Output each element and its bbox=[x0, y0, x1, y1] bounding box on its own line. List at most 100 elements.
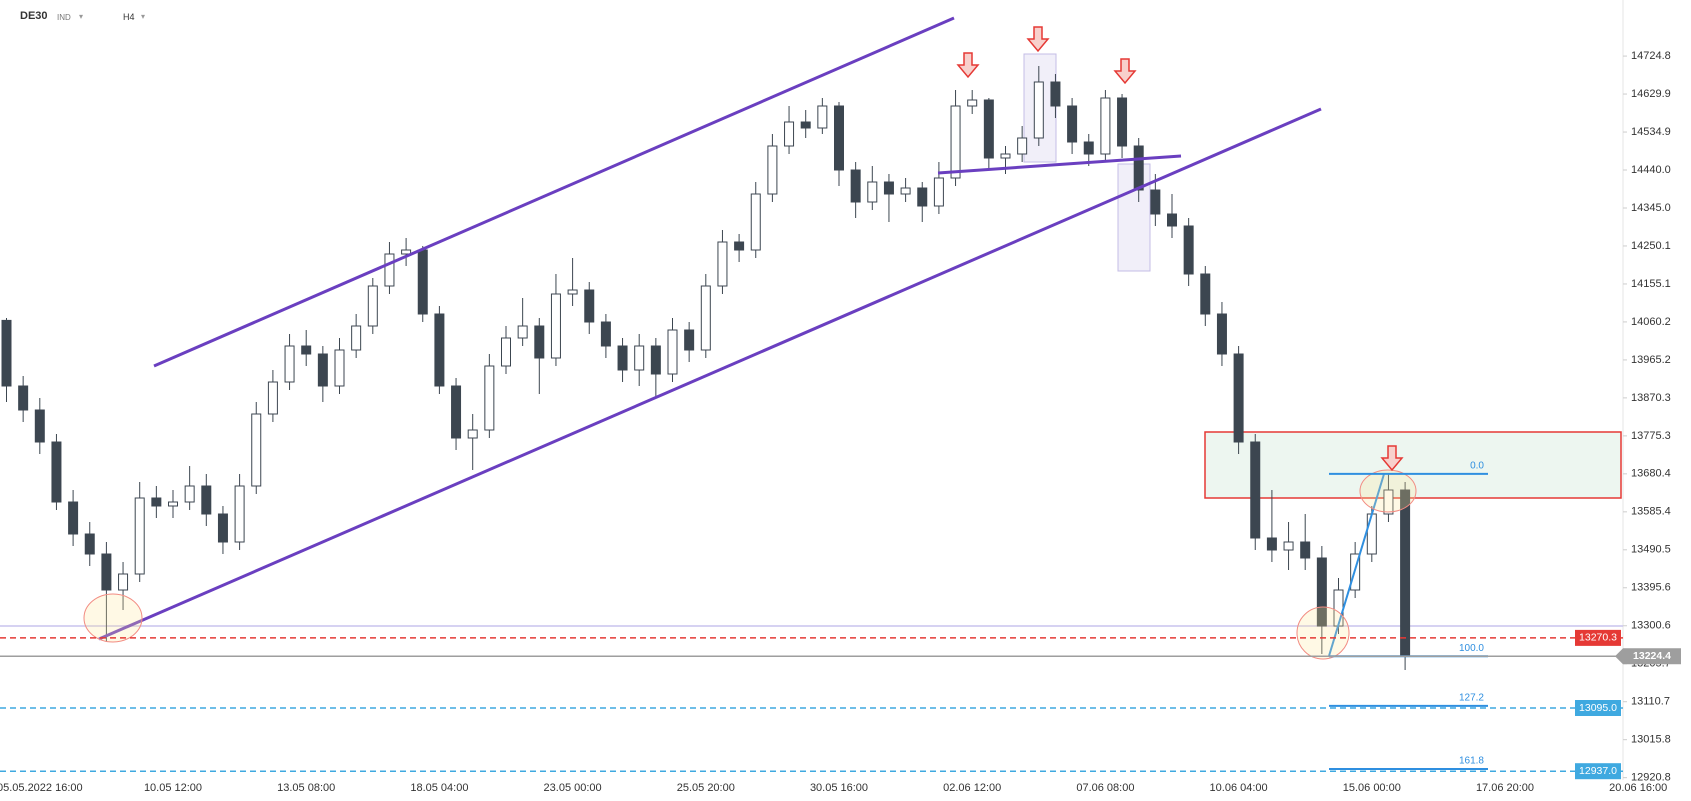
candle-body bbox=[151, 497, 162, 507]
price-badge bbox=[1575, 629, 1621, 646]
candle-body bbox=[784, 121, 795, 147]
x-tick-label: 13.05 08:00 bbox=[277, 782, 335, 794]
price-badge bbox=[1623, 648, 1681, 665]
candle-body bbox=[1300, 541, 1311, 559]
x-tick-label: 23.05 00:00 bbox=[544, 782, 602, 794]
candle-body bbox=[84, 533, 95, 555]
candle-body bbox=[1283, 541, 1294, 551]
candle-body bbox=[168, 501, 178, 507]
candle-body bbox=[484, 365, 495, 431]
x-tick-label: 15.06 00:00 bbox=[1343, 782, 1401, 794]
candle-body bbox=[750, 193, 761, 251]
candle-body bbox=[1366, 513, 1377, 555]
candle-body bbox=[18, 385, 29, 411]
candle-body bbox=[734, 241, 745, 251]
fib-label: 0.0 bbox=[1470, 460, 1484, 471]
price-badge-label: 13095.0 bbox=[1579, 702, 1617, 714]
y-tick-label: 13015.8 bbox=[1631, 734, 1671, 746]
price-badge bbox=[1575, 700, 1621, 716]
y-tick-label: 14250.1 bbox=[1631, 240, 1671, 252]
y-tick-label: 13680.4 bbox=[1631, 468, 1671, 480]
candle-body bbox=[967, 99, 978, 107]
candle-body bbox=[1200, 273, 1211, 315]
price-badge-label: 13224.4 bbox=[1633, 650, 1671, 662]
y-tick-label: 14440.0 bbox=[1631, 164, 1671, 176]
candle-body bbox=[334, 349, 345, 387]
y-tick-label: 14345.0 bbox=[1631, 202, 1671, 214]
candle-body bbox=[134, 497, 145, 575]
y-tick-label: 13395.6 bbox=[1631, 582, 1671, 594]
candle-body bbox=[650, 345, 661, 375]
x-tick-label: 18.05 04:00 bbox=[410, 782, 468, 794]
candle-body bbox=[1266, 537, 1277, 551]
candle-body bbox=[634, 345, 645, 371]
candle-body bbox=[101, 553, 112, 591]
candle-body bbox=[834, 105, 844, 171]
candle-body bbox=[1383, 489, 1394, 515]
candle-body bbox=[267, 381, 278, 415]
candle-body bbox=[983, 99, 994, 159]
candle-body bbox=[1017, 137, 1028, 155]
y-tick-label: 13300.6 bbox=[1631, 620, 1671, 632]
fib-label: 161.8 bbox=[1459, 756, 1484, 767]
candle-body bbox=[1167, 213, 1177, 227]
y-tick-label: 13490.5 bbox=[1631, 544, 1671, 556]
x-tick-label: 17.06 20:00 bbox=[1476, 782, 1534, 794]
dropdown-caret[interactable]: ▾ bbox=[141, 12, 146, 21]
y-tick-label: 13775.3 bbox=[1631, 430, 1671, 442]
fib-trend-line bbox=[1328, 473, 1385, 657]
candle-body bbox=[667, 329, 678, 375]
candle-body bbox=[1117, 97, 1128, 147]
candle-body bbox=[1, 319, 12, 387]
candle-body bbox=[850, 169, 861, 203]
candle-body bbox=[1400, 489, 1411, 657]
candle-body bbox=[401, 249, 412, 255]
candle-body bbox=[600, 321, 611, 347]
candle-body bbox=[317, 353, 328, 387]
candle-body bbox=[1100, 97, 1111, 155]
candle-body bbox=[617, 345, 628, 371]
interval[interactable]: H4 bbox=[123, 12, 135, 22]
x-tick-label: 25.05 20:00 bbox=[677, 782, 735, 794]
candle-body bbox=[800, 121, 811, 129]
candle-body bbox=[584, 289, 595, 323]
channel-line bbox=[153, 16, 955, 368]
resistance-zone bbox=[1204, 431, 1622, 499]
candle-body bbox=[434, 313, 445, 387]
y-tick-label: 13110.7 bbox=[1631, 696, 1670, 708]
candle-body bbox=[917, 187, 928, 207]
x-tick-label: 30.05 16:00 bbox=[810, 782, 868, 794]
candle-body bbox=[1133, 145, 1144, 191]
x-tick-label: 10.06 04:00 bbox=[1210, 782, 1268, 794]
arrow bbox=[1026, 26, 1050, 53]
candle-body bbox=[1033, 81, 1044, 139]
dropdown-caret[interactable]: ▾ bbox=[79, 12, 84, 21]
candle-body bbox=[501, 337, 511, 367]
market: IND bbox=[57, 13, 71, 22]
candle-body bbox=[34, 409, 45, 443]
y-tick-label: 13965.2 bbox=[1631, 354, 1671, 366]
candle-body bbox=[284, 345, 295, 383]
symbol[interactable]: DE30 bbox=[20, 10, 48, 22]
candle-body bbox=[451, 385, 462, 439]
price-badge-label: 12937.0 bbox=[1579, 765, 1617, 777]
candle-body bbox=[717, 241, 728, 287]
y-tick-label: 14724.8 bbox=[1631, 50, 1671, 62]
x-tick-label: 02.06 12:00 bbox=[943, 782, 1001, 794]
candle-body bbox=[517, 325, 528, 339]
arrow bbox=[1380, 445, 1404, 472]
candle-body bbox=[1000, 153, 1011, 159]
fib-label: 127.2 bbox=[1459, 692, 1484, 703]
candle-body bbox=[933, 177, 944, 207]
candle-body bbox=[184, 485, 195, 503]
arrow bbox=[956, 52, 980, 79]
candle-body bbox=[1067, 105, 1078, 143]
highlight-circle bbox=[83, 593, 143, 643]
channel-line bbox=[98, 107, 1322, 641]
arrow bbox=[1113, 58, 1137, 85]
y-tick-label: 14155.1 bbox=[1631, 278, 1671, 290]
y-tick-label: 14629.9 bbox=[1631, 88, 1671, 100]
x-tick-label: 07.06 08:00 bbox=[1076, 782, 1134, 794]
